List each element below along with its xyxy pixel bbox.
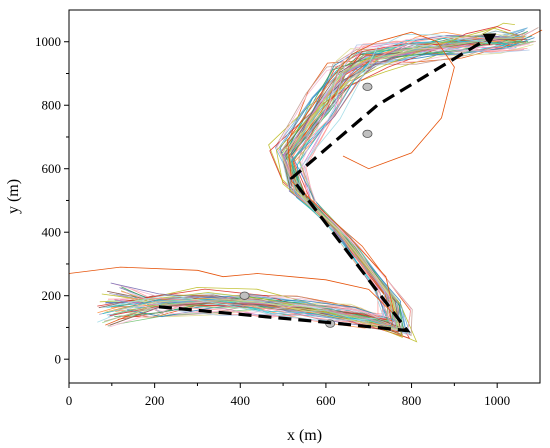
trajectory-line [105,37,515,330]
y-tick-label: 200 [42,288,62,303]
x-tick-label: 600 [316,393,336,408]
y-axis-label: y (m) [5,179,22,214]
x-tick-label: 800 [402,393,422,408]
trajectory-line [103,33,526,330]
outlier-trajectory-group [68,31,455,316]
x-tick-label: 400 [231,393,251,408]
trajectory-line [127,42,530,317]
trajectory-line [118,35,528,328]
trajectory-line [115,38,525,324]
x-tick-label: 0 [66,393,73,408]
trajectory-line [117,27,539,337]
trajectory-line [116,42,522,326]
trajectory-line [102,37,523,330]
trajectory-line [114,31,528,331]
trajectory-line [97,30,516,334]
trajectory-line [109,41,526,321]
trajectory-line [108,30,534,336]
trajectory-line [119,38,519,330]
trajectory-line [107,37,516,331]
obstacle [362,129,373,138]
trajectory-line [107,30,518,336]
trajectory-line [120,36,526,327]
x-axis-label: x (m) [287,427,322,444]
trajectory-line [110,30,525,335]
trajectory-line [105,34,523,333]
plot-frame [68,9,541,384]
obstacle [239,291,250,300]
trajectory-line [120,40,523,319]
trajectory-line [128,44,534,319]
trajectory-line [115,36,524,332]
y-tick-label: 1000 [35,34,61,49]
reference-path-line [158,34,494,333]
y-tick-label: 600 [42,161,62,176]
outlier-trajectory-line [68,31,455,316]
trajectory-line [109,39,528,328]
trajectory-line [97,26,511,339]
trajectory-line [127,43,530,318]
trajectory-line [102,33,512,321]
trajectory-line [119,42,525,320]
trajectory-line [108,40,522,327]
trajectory-line [102,40,516,327]
reference-path-group [158,33,497,333]
trajectory-line [105,35,511,327]
trajectory-line [106,36,517,328]
obstacle [362,82,373,91]
y-tick-label: 0 [55,352,62,367]
y-tick-label: 400 [42,225,62,240]
tick-group: 0 200 400 600 800 1000 0 200 400 600 800 1000 [35,34,510,408]
x-tick-label: 200 [145,393,165,408]
trajectory-line [114,37,524,332]
trajectory-line [107,40,522,328]
trajectory-line [101,27,515,338]
trajectory-line [110,35,506,328]
trajectory-line [106,27,528,336]
trajectory-line [107,36,514,326]
y-tick-label: 800 [42,98,62,113]
trajectory-line [105,36,518,333]
reference-path-arrowhead [482,33,497,46]
x-tick-label: 1000 [484,393,510,408]
trajectory-line [127,37,535,322]
trajectory-line [111,35,526,328]
trajectory-group [97,22,543,343]
trajectory-line [109,38,519,328]
